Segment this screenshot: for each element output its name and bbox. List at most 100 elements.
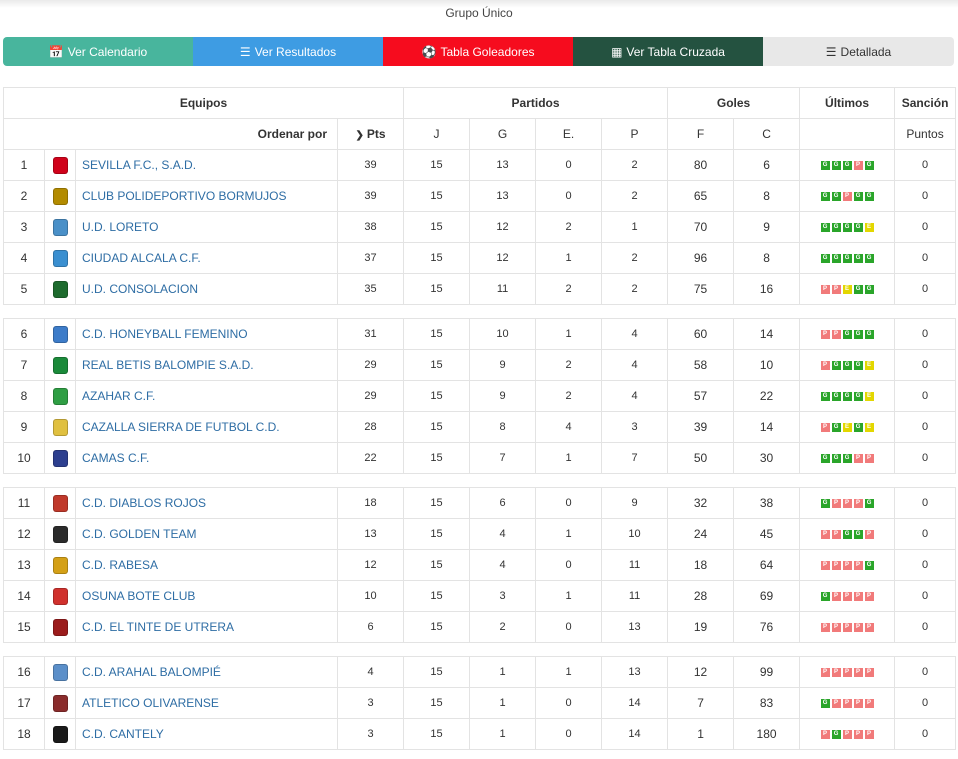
stat-f: 96 — [667, 242, 735, 274]
tab-calendar[interactable]: 📅 Ver Calendario — [3, 37, 193, 66]
team-link[interactable]: CIUDAD ALCALA C.F. — [82, 251, 201, 265]
team-crest-icon[interactable] — [52, 280, 68, 298]
position-cell: 13 — [3, 549, 45, 581]
team-crest-icon[interactable] — [52, 494, 68, 512]
team-crest-icon[interactable] — [52, 356, 68, 374]
table-icon: ▦ — [611, 44, 623, 59]
crest-cell — [44, 273, 76, 305]
team-crest-icon[interactable] — [52, 663, 68, 681]
result-badge: P — [820, 284, 830, 294]
tab-results[interactable]: ☰ Ver Resultados — [193, 37, 383, 66]
sanction-cell: 0 — [894, 656, 957, 688]
team-link[interactable]: C.D. GOLDEN TEAM — [82, 527, 197, 541]
result-badge: G — [853, 329, 863, 339]
header-ultimos: Últimos — [799, 87, 896, 119]
team-crest-icon[interactable] — [52, 325, 68, 343]
sanction-cell: 0 — [894, 718, 957, 750]
result-badge: G — [864, 191, 874, 201]
team-crest-icon[interactable] — [52, 418, 68, 436]
result-badge: G — [831, 160, 841, 170]
result-badge: G — [820, 160, 830, 170]
stat-j: 15 — [403, 242, 471, 274]
team-link[interactable]: C.D. ARAHAL BALOMPIÉ — [82, 665, 221, 679]
group-separator-cell — [3, 473, 956, 488]
team-crest-icon[interactable] — [52, 156, 68, 174]
sanction-cell: 0 — [894, 180, 957, 212]
team-cell: C.D. CANTELY — [75, 718, 338, 750]
position-cell: 3 — [3, 211, 45, 243]
result-badge: P — [831, 498, 841, 508]
team-crest-icon[interactable] — [52, 249, 68, 267]
sanction-cell: 0 — [894, 487, 957, 519]
team-cell: SEVILLA F.C., S.A.D. — [75, 149, 338, 181]
stat-p: 13 — [601, 656, 669, 688]
team-crest-icon[interactable] — [52, 556, 68, 574]
result-badge: G — [842, 529, 852, 539]
result-badge: P — [820, 729, 830, 739]
stat-e: 0 — [535, 487, 603, 519]
result-badge: P — [864, 729, 874, 739]
tab-cross-table[interactable]: ▦ Ver Tabla Cruzada — [573, 37, 763, 66]
header-last-empty — [799, 118, 896, 150]
table-row: 18 C.D. CANTELY 3 15 1 0 14 1 180 P G P P P 0 — [3, 718, 957, 750]
stat-pts: 35 — [336, 273, 405, 305]
stat-j: 15 — [403, 180, 471, 212]
team-crest-icon[interactable] — [52, 449, 68, 467]
table-row: 2 CLUB POLIDEPORTIVO BORMUJOS 39 15 13 0 2 65 8 G… — [3, 180, 957, 212]
stat-pts: 10 — [336, 580, 405, 612]
result-badge: G — [831, 253, 841, 263]
sanction-cell: 0 — [894, 518, 957, 550]
stat-e: 2 — [535, 211, 603, 243]
result-badge: P — [820, 529, 830, 539]
team-link[interactable]: C.D. CANTELY — [82, 727, 164, 741]
stat-e: 1 — [535, 656, 603, 688]
team-crest-icon[interactable] — [52, 218, 68, 236]
stat-e: 1 — [535, 442, 603, 474]
sort-by-points[interactable]: ❯ Pts — [336, 118, 405, 150]
team-crest-icon[interactable] — [52, 187, 68, 205]
result-badge: G — [853, 191, 863, 201]
result-badge: G — [820, 253, 830, 263]
team-link[interactable]: REAL BETIS BALOMPIE S.A.D. — [82, 358, 254, 372]
result-badge: G — [831, 222, 841, 232]
team-crest-icon[interactable] — [52, 725, 68, 743]
team-cell: AZAHAR C.F. — [75, 380, 338, 412]
team-link[interactable]: U.D. CONSOLACION — [82, 282, 199, 296]
result-badge: P — [831, 698, 841, 708]
team-crest-icon[interactable] — [52, 525, 68, 543]
team-link[interactable]: U.D. LORETO — [82, 220, 159, 234]
sanction-cell: 0 — [894, 349, 957, 381]
tab-scorers[interactable]: ⚽ Tabla Goleadores — [383, 37, 573, 66]
team-link[interactable]: CLUB POLIDEPORTIVO BORMUJOS — [82, 189, 287, 203]
stat-f: 57 — [667, 380, 735, 412]
team-link[interactable]: CAMAS C.F. — [82, 451, 150, 465]
team-link[interactable]: C.D. RABESA — [82, 558, 159, 572]
result-badge: G — [820, 591, 830, 601]
result-badge: G — [831, 729, 841, 739]
result-badge: G — [864, 498, 874, 508]
team-link[interactable]: C.D. EL TINTE DE UTRERA — [82, 620, 235, 634]
team-link[interactable]: OSUNA BOTE CLUB — [82, 589, 196, 603]
tab-detailed[interactable]: ☰ Detallada — [763, 37, 954, 66]
stat-pts: 22 — [336, 442, 405, 474]
stat-c: 76 — [733, 611, 801, 643]
team-link[interactable]: C.D. HONEYBALL FEMENINO — [82, 327, 248, 341]
stat-p: 4 — [601, 349, 669, 381]
result-badge: P — [842, 622, 852, 632]
team-link[interactable]: ATLETICO OLIVARENSE — [82, 696, 219, 710]
team-link[interactable]: C.D. DIABLOS ROJOS — [82, 496, 207, 510]
stat-f: 18 — [667, 549, 735, 581]
position-cell: 2 — [3, 180, 45, 212]
team-link[interactable]: SEVILLA F.C., S.A.D. — [82, 158, 197, 172]
team-link[interactable]: CAZALLA SIERRA DE FUTBOL C.D. — [82, 420, 280, 434]
team-crest-icon[interactable] — [52, 587, 68, 605]
crest-cell — [44, 411, 76, 443]
team-crest-icon[interactable] — [52, 694, 68, 712]
stat-g: 8 — [469, 411, 537, 443]
position-cell: 8 — [3, 380, 45, 412]
team-crest-icon[interactable] — [52, 618, 68, 636]
team-crest-icon[interactable] — [52, 387, 68, 405]
team-link[interactable]: AZAHAR C.F. — [82, 389, 156, 403]
